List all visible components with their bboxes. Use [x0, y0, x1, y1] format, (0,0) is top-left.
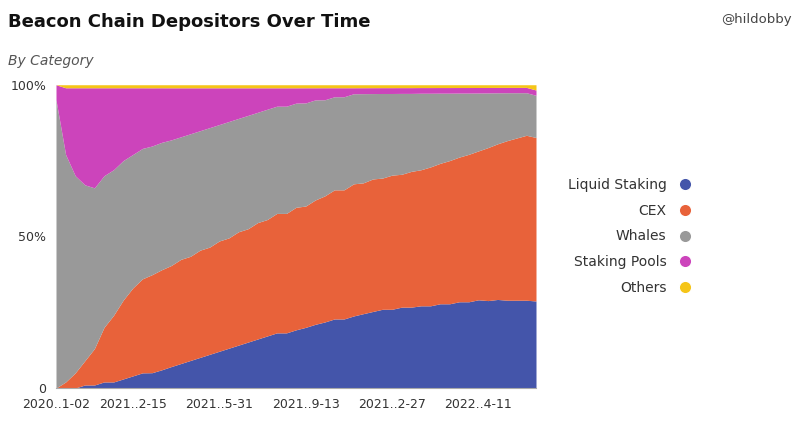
- Text: @hildobby: @hildobby: [722, 13, 792, 26]
- Text: By Category: By Category: [8, 54, 94, 67]
- Legend: Liquid Staking, CEX, Whales, Staking Pools, Others: Liquid Staking, CEX, Whales, Staking Poo…: [562, 172, 704, 301]
- Text: Beacon Chain Depositors Over Time: Beacon Chain Depositors Over Time: [8, 13, 370, 31]
